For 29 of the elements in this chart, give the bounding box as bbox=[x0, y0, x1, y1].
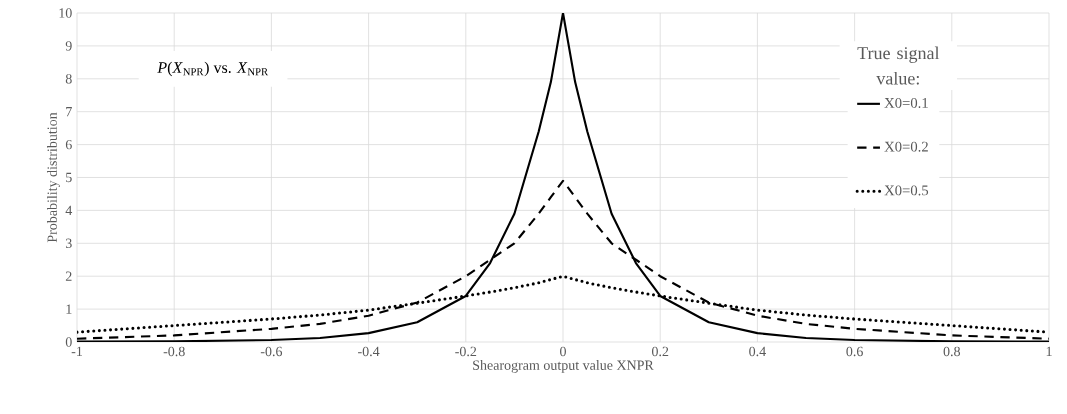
legend-label: X0=0.2 bbox=[884, 141, 928, 152]
y-tick-label: 3 bbox=[65, 238, 72, 249]
y-tick-label: 7 bbox=[66, 107, 72, 117]
legend-title: True signal value: bbox=[857, 46, 940, 85]
y-tick-label: 0 bbox=[65, 337, 72, 347]
y-tick-label: 6 bbox=[65, 139, 72, 150]
x-tick-label: 0.6 bbox=[846, 346, 863, 357]
y-tick-label: 2 bbox=[65, 271, 72, 281]
legend-label: X0=0.5 bbox=[884, 185, 929, 196]
y-tick-label: 10 bbox=[59, 8, 72, 18]
x-tick-label: -0.4 bbox=[358, 346, 380, 357]
y-tick-label: 8 bbox=[65, 74, 72, 84]
y-tick-label: 9 bbox=[65, 41, 72, 51]
y-axis-title: Probability distribution bbox=[47, 112, 60, 243]
x-tick-label: -1 bbox=[71, 346, 82, 356]
y-tick-label: 5 bbox=[66, 172, 72, 183]
x-axis-title: Shearogram output value XNPR bbox=[473, 360, 654, 373]
x-tick-label: -0.6 bbox=[260, 346, 283, 357]
x-tick-label: 0.8 bbox=[943, 346, 961, 357]
x-tick-label: 0 bbox=[560, 346, 566, 357]
x-tick-label: 1 bbox=[1046, 346, 1052, 356]
x-tick-label: 0.4 bbox=[749, 346, 766, 357]
x-tick-label: 0.2 bbox=[651, 346, 669, 357]
x-tick-label: -0.2 bbox=[455, 346, 477, 357]
annotation: P(X$_{NPR}$) vs. X$_{NPR}$ bbox=[157, 61, 269, 77]
y-tick-label: 4 bbox=[65, 205, 73, 216]
x-tick-label: -0.8 bbox=[163, 346, 185, 357]
legend-label: X0=0.1 bbox=[884, 97, 928, 108]
y-tick-label: 1 bbox=[66, 304, 72, 314]
